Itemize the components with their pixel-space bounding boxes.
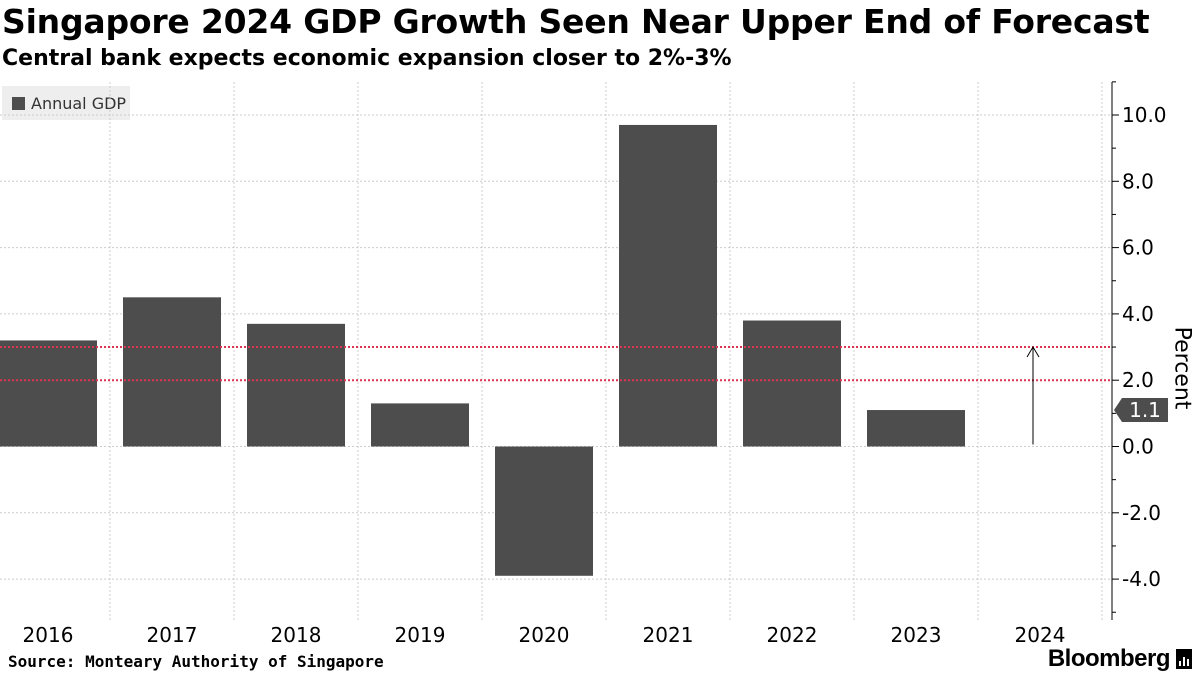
y-tick-label: 4.0 <box>1122 302 1154 326</box>
bar-2020 <box>495 446 593 576</box>
chart-title: Singapore 2024 GDP Growth Seen Near Uppe… <box>2 2 1150 41</box>
x-tick-label-2022: 2022 <box>767 623 818 647</box>
bar-2022 <box>743 320 841 447</box>
bar-2021 <box>619 124 717 447</box>
x-tick-label-2017: 2017 <box>147 623 198 647</box>
bar-2023 <box>867 410 965 447</box>
last-value-callout <box>1114 398 1168 423</box>
bar-2019 <box>371 403 469 447</box>
x-tick-label-2024: 2024 <box>1015 623 1066 647</box>
y-tick-label: -2.0 <box>1122 501 1161 525</box>
y-tick-label: 10.0 <box>1122 103 1167 127</box>
y-tick-label: -4.0 <box>1122 567 1161 591</box>
bar-2017 <box>123 297 221 447</box>
last-value-label: 1.1 <box>1129 398 1161 422</box>
brand-name: Bloomberg <box>1047 645 1171 672</box>
y-tick-label: 0.0 <box>1122 435 1154 459</box>
x-tick-label-2016: 2016 <box>23 623 74 647</box>
y-axis-label: Percent <box>1169 326 1195 410</box>
brand-logo: Bloomberg <box>1048 645 1192 673</box>
y-tick-label: 2.0 <box>1122 368 1154 392</box>
x-tick-label-2019: 2019 <box>395 623 446 647</box>
legend-swatch-annual-gdp <box>12 96 25 110</box>
bar-2018 <box>247 323 345 447</box>
y-tick-label: 8.0 <box>1122 169 1154 193</box>
y-tick-label: 6.0 <box>1122 236 1154 260</box>
x-tick-label-2021: 2021 <box>643 623 694 647</box>
x-tick-label-2018: 2018 <box>271 623 322 647</box>
x-tick-label-2023: 2023 <box>891 623 942 647</box>
source-note: Source: Monteary Authority of Singapore <box>8 652 384 671</box>
legend-label-annual-gdp: Annual GDP <box>31 93 127 113</box>
terminal-icon <box>1176 649 1192 669</box>
forecast-arrowhead <box>1026 346 1040 358</box>
bar-2016 <box>0 340 97 447</box>
legend: Annual GDP <box>2 86 130 120</box>
chart-subtitle: Central bank expects economic expansion … <box>2 46 732 71</box>
x-tick-label-2020: 2020 <box>519 623 570 647</box>
